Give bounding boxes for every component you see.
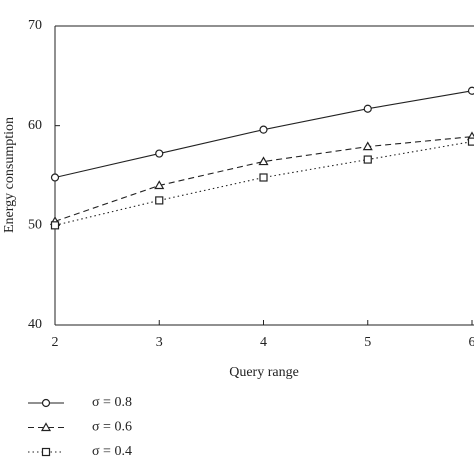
x-tick-label: 3 xyxy=(156,335,163,350)
marker xyxy=(259,125,268,134)
marker xyxy=(155,196,164,205)
y-axis-label: Energy consumption xyxy=(2,117,17,233)
x-tick-label: 6 xyxy=(469,335,474,350)
marker xyxy=(50,221,60,230)
legend-label: σ = 0.8 xyxy=(92,395,132,410)
x-tick-label: 2 xyxy=(52,335,59,350)
y-tick-label: 70 xyxy=(28,18,42,33)
legend-marker xyxy=(41,447,51,457)
series-line xyxy=(54,141,473,226)
y-tick-label: 60 xyxy=(28,118,42,133)
legend-marker xyxy=(40,422,52,432)
marker xyxy=(154,180,165,190)
marker xyxy=(363,155,372,164)
marker xyxy=(50,173,60,182)
marker xyxy=(467,86,474,95)
marker xyxy=(258,156,269,166)
series-line xyxy=(54,136,473,222)
marker xyxy=(362,141,373,151)
legend-marker xyxy=(41,398,51,408)
x-tick-label: 5 xyxy=(364,335,371,350)
marker xyxy=(259,173,268,182)
legend-label: σ = 0.4 xyxy=(92,444,132,459)
x-tick-label: 4 xyxy=(260,335,267,350)
x-axis-label: Query range xyxy=(229,365,299,380)
legend-label: σ = 0.6 xyxy=(92,420,132,435)
y-tick-label: 50 xyxy=(28,218,42,233)
y-tick-label: 40 xyxy=(28,317,42,332)
marker xyxy=(155,149,164,158)
marker xyxy=(467,137,474,146)
marker xyxy=(363,104,372,113)
